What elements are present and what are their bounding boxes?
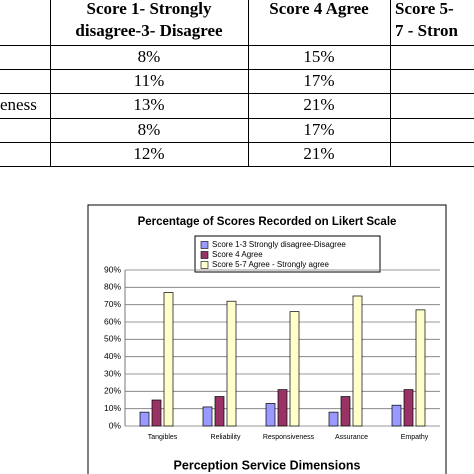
header-cell: Score 5- [395, 0, 454, 18]
table-cell: 12% [133, 144, 165, 163]
legend-label: Score 4 Agree [212, 250, 263, 259]
bar [163, 292, 174, 427]
bar [415, 309, 426, 427]
y-tick-label: 50% [104, 334, 121, 344]
bar [352, 295, 363, 427]
table-cell: 21% [303, 95, 335, 114]
table-cell: 17% [303, 120, 335, 139]
bar [151, 399, 162, 427]
x-tick-label: Reliability [211, 434, 241, 441]
y-tick-label: 30% [104, 368, 121, 378]
header-cell: Score 1- Strongly [86, 0, 212, 18]
x-tick-label: Tangibles [148, 434, 178, 441]
bar [214, 396, 225, 427]
bar [403, 389, 414, 427]
bar [328, 411, 339, 427]
table-cell: 11% [133, 71, 165, 90]
header-cell: Score 4 Agree [269, 0, 369, 18]
legend-label: Score 5-7 Agree - Strongly agree [212, 260, 330, 269]
row-line [0, 118, 474, 119]
y-tick-label: 70% [104, 299, 121, 309]
legend-box [194, 235, 381, 273]
x-tick-label: Assurance [335, 434, 368, 441]
table-cell: 13% [133, 95, 165, 114]
x-tick-label: Responsiveness [263, 434, 315, 441]
table-cell: 8% [137, 47, 161, 66]
table-cell: 17% [303, 71, 335, 90]
y-tick-label: 60% [104, 316, 121, 326]
x-tick-label: Empathy [401, 434, 429, 441]
bar [265, 403, 276, 427]
bar [340, 396, 351, 427]
row-line [0, 45, 474, 46]
header-cell: 7 - Stron [395, 21, 458, 40]
bar [391, 404, 402, 427]
col-line [390, 0, 391, 166]
row-line [0, 142, 474, 143]
col-line [50, 0, 51, 166]
bar [202, 406, 213, 427]
header-cell: disagree-3- Disagree [75, 21, 223, 40]
y-tick-label: 20% [104, 386, 121, 396]
y-tick-label: 80% [104, 282, 121, 292]
y-tick-label: 10% [104, 403, 121, 413]
y-tick-label: 90% [104, 264, 121, 274]
bar [277, 389, 288, 427]
row-line [0, 69, 474, 70]
legend-label: Score 1-3 Strongly disagree-Disagree [212, 240, 346, 249]
col-line [248, 0, 249, 166]
row-line [0, 166, 474, 167]
chart-title: Percentage of Scores Recorded on Likert … [138, 216, 397, 228]
x-axis-title: Perception Service Dimensions [174, 458, 361, 472]
row-line [0, 93, 474, 94]
bar [289, 311, 300, 427]
table-cell: 21% [303, 144, 335, 163]
legend-swatch [200, 251, 209, 259]
bar [226, 300, 237, 427]
y-tick-label: 40% [104, 351, 121, 361]
table-cell: 8% [137, 120, 161, 139]
row-label: eness [0, 95, 37, 114]
y-tick-label: 0% [109, 420, 122, 430]
table-cell: 15% [303, 47, 335, 66]
legend-swatch [200, 261, 209, 269]
legend-swatch [200, 241, 209, 249]
bar [139, 411, 150, 427]
